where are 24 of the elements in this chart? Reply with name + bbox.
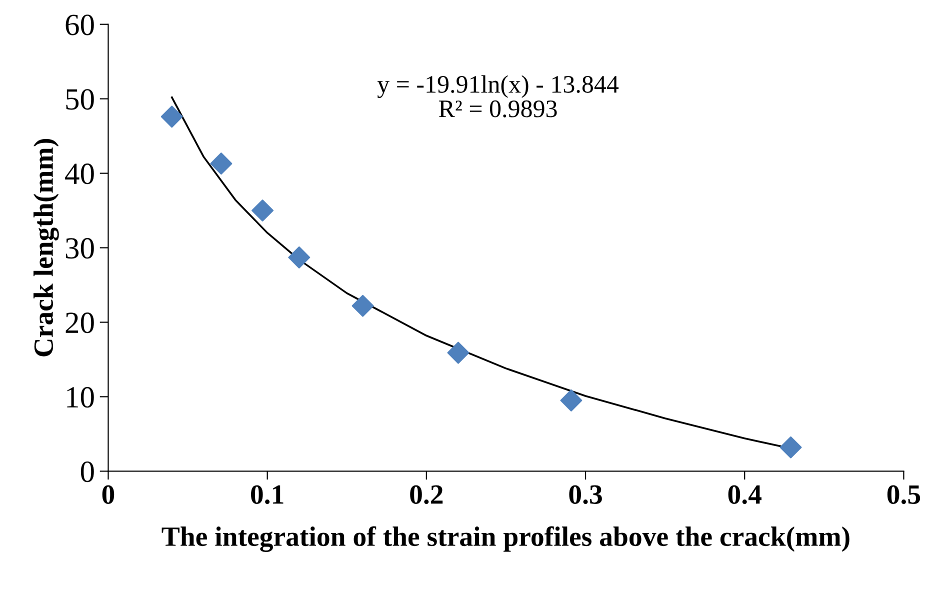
x-axis-title: The integration of the strain profiles above the crack(mm) [162, 526, 850, 552]
x-tick-label: 0.5 [887, 485, 920, 504]
x-tick-label: 0.4 [728, 485, 762, 504]
y-tick-label: 40 [65, 164, 94, 184]
y-tick-label: 50 [66, 89, 94, 110]
point [288, 246, 310, 268]
y-axis-title: Crack length(mm) [34, 139, 59, 356]
annotation: y = -19.91ln(x) - 13.844 R² = 0.9893 [377, 75, 619, 118]
y-tick-label: 30 [66, 238, 94, 259]
x-tick-label: 0.2 [410, 485, 443, 504]
y-tick-label: 60 [66, 14, 94, 36]
point [352, 294, 374, 317]
y-tick-label: 0 [80, 461, 94, 482]
y-tick-label: 20 [66, 312, 94, 334]
point [160, 106, 183, 128]
x-tick-label: 0 [102, 485, 114, 504]
x-tick-label: 0.1 [251, 485, 284, 504]
y-tick-label: 10 [67, 387, 94, 408]
point [447, 342, 470, 364]
x-tick-label: 0.3 [569, 485, 602, 504]
point [560, 389, 582, 412]
point [780, 436, 802, 458]
point [252, 200, 274, 222]
point [210, 152, 232, 175]
